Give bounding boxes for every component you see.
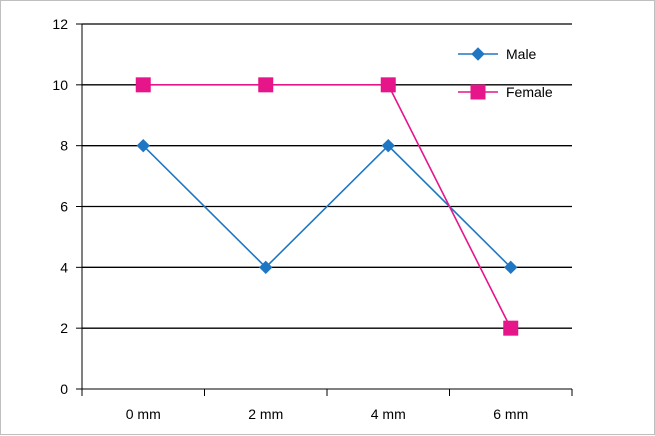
y-tick-label: 2 bbox=[60, 320, 68, 336]
x-tick-label: 6 mm bbox=[493, 406, 528, 422]
data-point bbox=[380, 77, 396, 93]
legend-label: Male bbox=[506, 46, 537, 62]
y-tick-label: 4 bbox=[60, 259, 68, 275]
y-tick-label: 8 bbox=[60, 138, 68, 154]
y-tick-label: 6 bbox=[60, 199, 68, 215]
data-point bbox=[258, 77, 274, 93]
x-tick-label: 2 mm bbox=[248, 406, 283, 422]
axes bbox=[76, 23, 573, 396]
y-tick-label: 10 bbox=[52, 77, 68, 93]
x-tick-label: 4 mm bbox=[371, 406, 406, 422]
x-tick-label: 0 mm bbox=[126, 406, 161, 422]
legend: Male Female bbox=[458, 46, 553, 100]
data-point bbox=[136, 138, 150, 153]
legend-marker bbox=[471, 47, 485, 61]
gridlines bbox=[82, 23, 572, 329]
data-point bbox=[503, 320, 519, 336]
data-point bbox=[135, 77, 151, 93]
data-point bbox=[504, 260, 518, 275]
x-tick-labels: 0 mm 2 mm 4 mm 6 mm bbox=[126, 406, 529, 422]
y-tick-label: 12 bbox=[52, 16, 68, 32]
y-tick-label: 0 bbox=[60, 381, 68, 397]
y-tick-labels: 0 2 4 6 8 10 12 bbox=[52, 16, 68, 397]
series bbox=[135, 77, 519, 336]
data-point bbox=[381, 138, 395, 153]
data-point bbox=[259, 260, 273, 275]
series-line bbox=[143, 84, 512, 329]
legend-marker bbox=[470, 84, 486, 100]
legend-label: Female bbox=[506, 84, 553, 100]
